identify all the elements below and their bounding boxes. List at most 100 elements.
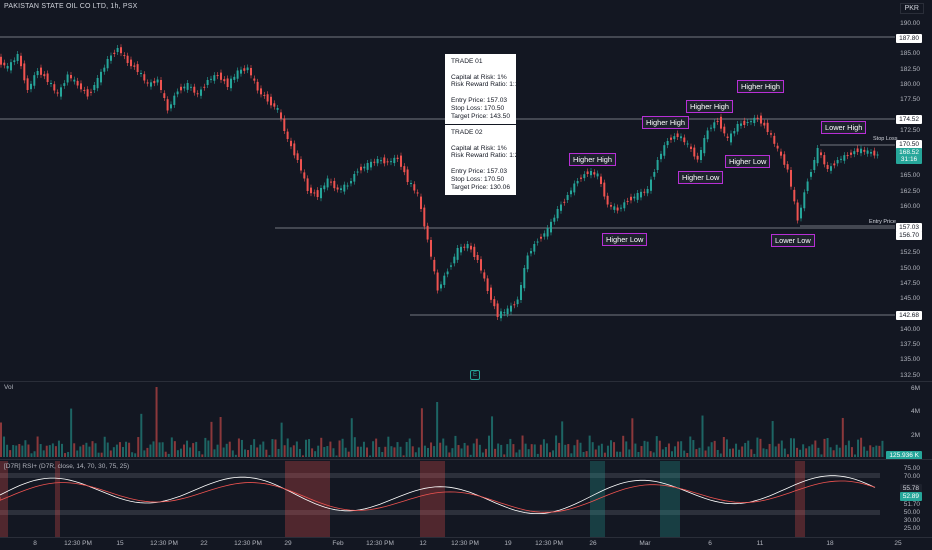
candle: [420, 196, 422, 209]
volume-bar: [869, 445, 872, 457]
volume-bar: [118, 442, 121, 457]
rsi-title[interactable]: [D7R] RSI+ (D7R, close, 14, 70, 30, 75, …: [4, 463, 130, 470]
candle: [573, 183, 576, 193]
volume-bar: [366, 447, 368, 457]
candle: [350, 181, 352, 184]
label-higher-high[interactable]: Higher High: [642, 116, 690, 129]
candle: [876, 154, 879, 156]
volume-bar: [353, 437, 356, 457]
label-higher-low[interactable]: Higher Low: [602, 233, 648, 246]
candle: [210, 78, 212, 80]
time-axis-label: 18: [826, 540, 834, 547]
label-higher-high[interactable]: Higher High: [737, 80, 785, 93]
candle: [690, 146, 692, 149]
volume-bar: [338, 440, 341, 457]
volume-bar: [134, 453, 137, 457]
candle: [506, 308, 509, 315]
candle: [453, 256, 456, 264]
candle: [156, 79, 159, 83]
volume-bar: [588, 435, 591, 457]
volume-bar: [716, 449, 719, 457]
candle: [830, 166, 832, 171]
volume-bar: [841, 417, 844, 457]
label-higher-low[interactable]: Higher Low: [725, 155, 771, 168]
candle: [566, 195, 569, 200]
volume-bar: [411, 446, 414, 457]
label-higher-low[interactable]: Higher Low: [678, 171, 724, 184]
volume-bar: [222, 447, 225, 457]
candle: [360, 166, 362, 171]
candle: [443, 275, 446, 285]
volume-bar: [265, 449, 268, 457]
candle: [596, 173, 599, 177]
candle: [520, 285, 522, 300]
time-axis-label: 12:30 PM: [366, 540, 394, 547]
pane-divider[interactable]: [0, 381, 932, 382]
trade-02-box[interactable]: TRADE 02 Capital at Risk: 1% Risk Reward…: [445, 125, 518, 196]
price-tag-174: 174.52: [896, 115, 922, 124]
price-axis-label: 152.50: [900, 249, 920, 256]
trade-target: Target Price: 130.06: [451, 183, 511, 191]
label-lower-low[interactable]: Lower Low: [771, 234, 815, 247]
volume-bar: [719, 453, 722, 457]
candle: [353, 174, 356, 182]
volume-bar: [73, 443, 76, 457]
candle: [823, 155, 826, 165]
candle: [686, 143, 689, 145]
volume-bar: [158, 442, 161, 457]
volume-bar: [112, 447, 115, 457]
stop-loss-note: Stop Loss: [873, 136, 898, 142]
currency-button[interactable]: PKR: [899, 3, 924, 14]
price-axis-label: 182.50: [900, 66, 920, 73]
rsi-axis-label: 75.00: [903, 465, 920, 472]
candle: [126, 55, 129, 63]
volume-bar: [658, 440, 661, 457]
candle: [320, 188, 322, 199]
candle: [730, 133, 732, 143]
candle: [146, 82, 149, 84]
price-axis-label: 147.50: [900, 280, 920, 287]
candle: [150, 82, 152, 87]
volume-tag: 125.936 K: [886, 451, 922, 460]
candle: [716, 120, 719, 122]
candle: [780, 151, 782, 156]
volume-bar: [600, 443, 603, 457]
candle: [266, 94, 269, 102]
candle: [403, 166, 406, 173]
candle: [340, 188, 342, 190]
candle: [70, 75, 72, 79]
volume-bar: [863, 446, 866, 457]
candle: [363, 166, 366, 169]
candle: [116, 48, 119, 52]
volume-bar: [36, 436, 39, 457]
events-icon[interactable]: E: [470, 370, 480, 380]
candle: [186, 83, 189, 90]
trade-stop: Stop Loss: 170.50: [451, 175, 505, 183]
volume-bar: [402, 455, 405, 457]
label-higher-high[interactable]: Higher High: [569, 153, 617, 166]
volume-bar: [576, 439, 579, 457]
candle: [503, 312, 506, 314]
pane-divider[interactable]: [0, 459, 932, 460]
candle: [833, 163, 836, 166]
candle: [276, 108, 279, 110]
symbol-title[interactable]: PAKISTAN STATE OIL CO LTD, 1h, PSX: [4, 3, 138, 10]
candle: [93, 85, 96, 90]
trade-01-box[interactable]: TRADE 01 Capital at Risk: 1% Risk Reward…: [445, 54, 518, 125]
candle: [76, 80, 79, 86]
volume-bar: [33, 451, 36, 457]
candle: [313, 192, 316, 194]
volume-bar: [268, 455, 271, 457]
label-higher-high[interactable]: Higher High: [686, 100, 734, 113]
candle: [856, 148, 859, 152]
volume-bar: [494, 448, 497, 457]
time-axis-divider: [0, 537, 932, 538]
time-axis-label: 12:30 PM: [64, 540, 92, 547]
volume-bar: [771, 421, 774, 457]
volume-title[interactable]: Vol: [4, 384, 14, 391]
volume-bar: [173, 441, 176, 457]
candle: [626, 200, 629, 202]
rsi-upper-band: [0, 473, 880, 478]
label-lower-high[interactable]: Lower High: [821, 121, 867, 134]
